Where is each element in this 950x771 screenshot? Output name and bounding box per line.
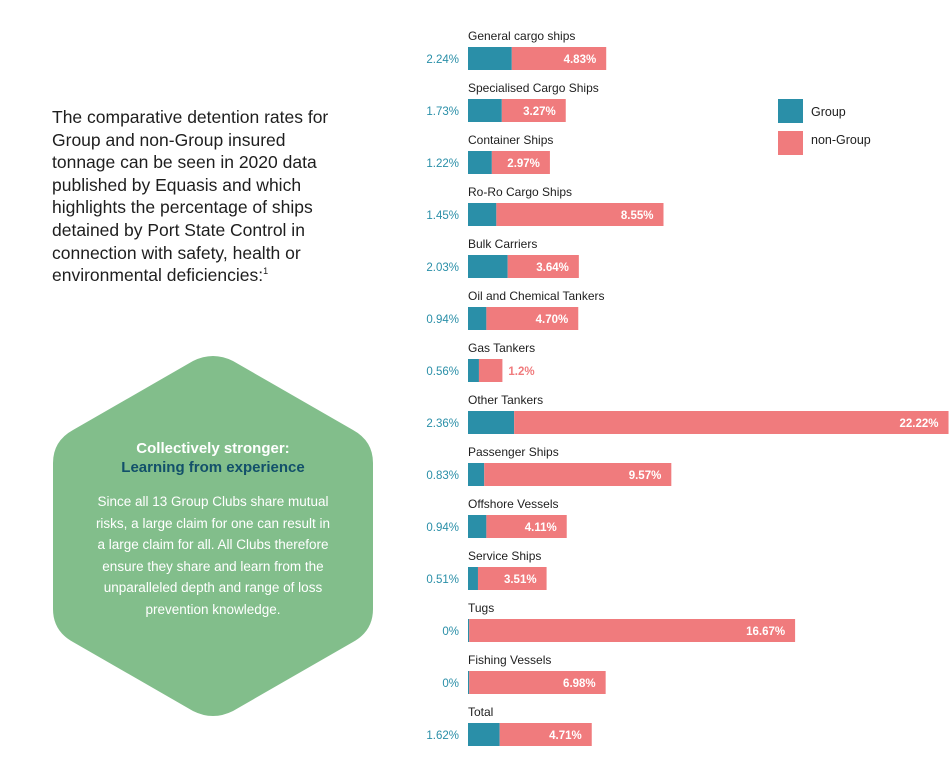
legend-non-group-swatch bbox=[778, 131, 803, 155]
group-value-label: 0.83% bbox=[426, 470, 459, 482]
non-group-bar bbox=[507, 255, 579, 278]
category-label: Ro-Ro Cargo Ships bbox=[468, 185, 572, 199]
group-value-label: 0.94% bbox=[426, 314, 459, 326]
non-group-value-label: 3.64% bbox=[536, 262, 569, 274]
group-bar bbox=[468, 359, 479, 382]
non-group-bar bbox=[486, 307, 579, 330]
callout-text: Collectively stronger: Learning from exp… bbox=[93, 439, 333, 620]
category-label: General cargo ships bbox=[468, 29, 575, 43]
non-group-value-label: 16.67% bbox=[746, 626, 785, 638]
group-bar bbox=[468, 307, 487, 330]
category-label: Service Ships bbox=[468, 549, 541, 563]
group-bar bbox=[468, 723, 500, 746]
group-value-label: 1.73% bbox=[426, 106, 459, 118]
callout-body: Since all 13 Group Clubs share mutual ri… bbox=[95, 494, 331, 617]
group-bar bbox=[468, 151, 492, 174]
group-bar bbox=[468, 255, 508, 278]
callout-title-line2: Learning from experience bbox=[121, 459, 305, 476]
non-group-bar bbox=[514, 411, 949, 434]
hexagon-shape bbox=[53, 356, 373, 716]
group-value-label: 2.36% bbox=[426, 418, 459, 430]
non-group-value-label: 9.57% bbox=[629, 470, 662, 482]
category-label: Gas Tankers bbox=[468, 341, 535, 355]
non-group-bar bbox=[469, 619, 796, 642]
non-group-value-label: 2.97% bbox=[507, 158, 540, 170]
legend-group-label: Group bbox=[811, 105, 846, 119]
group-bar bbox=[468, 47, 512, 70]
non-group-bar bbox=[478, 359, 503, 382]
non-group-value-label: 8.55% bbox=[621, 210, 654, 222]
non-group-value-label: 3.51% bbox=[504, 574, 537, 586]
category-label: Tugs bbox=[468, 601, 494, 615]
group-value-label: 0.56% bbox=[426, 366, 459, 378]
footnote-marker: 1 bbox=[263, 266, 269, 277]
non-group-bar bbox=[484, 463, 672, 486]
non-group-bar bbox=[477, 567, 547, 590]
callout-title-line1: Collectively stronger: bbox=[136, 440, 290, 457]
non-group-value-label: 1.2% bbox=[508, 366, 534, 378]
non-group-value-label: 3.27% bbox=[523, 106, 556, 118]
group-value-label: 0.94% bbox=[426, 522, 459, 534]
group-bar bbox=[468, 203, 497, 226]
category-label: Fishing Vessels bbox=[468, 653, 551, 667]
callout-hexagon: Collectively stronger: Learning from exp… bbox=[53, 355, 373, 717]
group-bar bbox=[468, 515, 487, 538]
category-label: Total bbox=[468, 705, 493, 719]
category-label: Other Tankers bbox=[468, 393, 543, 407]
group-value-label: 2.03% bbox=[426, 262, 459, 274]
non-group-bar bbox=[511, 47, 607, 70]
group-value-label: 0% bbox=[442, 678, 459, 690]
intro-text: The comparative detention rates for Grou… bbox=[52, 107, 329, 286]
non-group-bar bbox=[496, 203, 664, 226]
group-bar bbox=[468, 619, 470, 642]
group-value-label: 0.51% bbox=[426, 574, 459, 586]
group-bar bbox=[468, 671, 470, 694]
non-group-value-label: 4.71% bbox=[549, 730, 582, 742]
non-group-bar bbox=[486, 515, 567, 538]
category-label: Passenger Ships bbox=[468, 445, 559, 459]
group-bar bbox=[468, 411, 515, 434]
non-group-bar bbox=[469, 671, 606, 694]
non-group-value-label: 4.70% bbox=[536, 314, 569, 326]
group-value-label: 0% bbox=[442, 626, 459, 638]
group-value-label: 2.24% bbox=[426, 54, 459, 66]
group-bar bbox=[468, 463, 485, 486]
group-value-label: 1.22% bbox=[426, 158, 459, 170]
legend-group-swatch bbox=[778, 99, 803, 123]
non-group-bar bbox=[501, 99, 566, 122]
intro-paragraph: The comparative detention rates for Grou… bbox=[52, 106, 352, 287]
group-value-label: 1.45% bbox=[426, 210, 459, 222]
non-group-bar bbox=[491, 151, 550, 174]
group-bar bbox=[468, 567, 478, 590]
category-label: Container Ships bbox=[468, 133, 553, 147]
group-bar bbox=[468, 99, 502, 122]
non-group-value-label: 4.83% bbox=[564, 54, 597, 66]
legend-non-group-label: non-Group bbox=[811, 133, 871, 147]
category-label: Oil and Chemical Tankers bbox=[468, 289, 605, 303]
group-value-label: 1.62% bbox=[426, 730, 459, 742]
category-label: Bulk Carriers bbox=[468, 237, 537, 251]
hexagon-background bbox=[53, 356, 373, 716]
category-label: Offshore Vessels bbox=[468, 497, 559, 511]
non-group-value-label: 6.98% bbox=[563, 678, 596, 690]
non-group-bar bbox=[499, 723, 592, 746]
non-group-value-label: 4.11% bbox=[525, 522, 557, 534]
non-group-value-label: 22.22% bbox=[900, 418, 939, 430]
category-label: Specialised Cargo Ships bbox=[468, 81, 599, 95]
